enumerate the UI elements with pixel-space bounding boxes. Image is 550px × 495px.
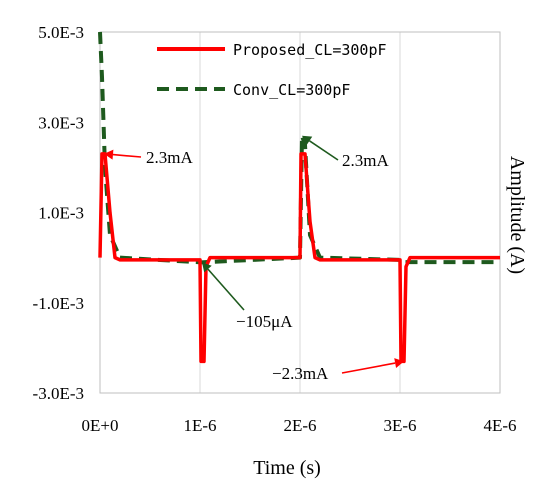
annotation-arrow-head [202,262,212,273]
x-tick-label: 0E+0 [82,416,119,435]
annotation-arrow-line [309,140,339,161]
annotation-peak-proposed: 2.3mA [146,148,193,167]
x-tick-label: 3E-6 [383,416,416,435]
x-tick-label: 1E-6 [183,416,216,435]
annotation-peak-conv: 2.3mA [342,151,389,170]
annotation-arrow-line [341,362,396,374]
annotation-arrow-line [112,153,142,158]
annotation-valley-proposed: −2.3mA [272,364,329,383]
y-tick-label: 1.0E-3 [38,204,84,223]
legend: Proposed_CL=300pF Conv_CL=300pF [157,41,387,99]
y-tick-label: -1.0E-3 [33,294,84,313]
annotation-undershoot-conv: −105μA [236,312,293,331]
annotations: 2.3mA 2.3mA −105μA −2.3mA [104,135,404,383]
x-tick-label: 4E-6 [483,416,516,435]
legend-label-proposed: Proposed_CL=300pF [233,41,387,59]
y-axis-title: Amplitude (A) [506,156,528,274]
x-axis-title: Time (s) [253,457,321,479]
legend-label-conv: Conv_CL=300pF [233,81,350,99]
annotation-arrow-head [302,135,313,145]
tick-labels: 0E+0 1E-6 2E-6 3E-6 4E-6 5.0E-3 3.0E-3 1.0E-3 -1… [33,23,517,435]
x-tick-label: 2E-6 [283,416,316,435]
y-tick-label: 5.0E-3 [38,23,84,42]
y-tick-label: -3.0E-3 [33,384,84,403]
y-tick-label: 3.0E-3 [38,113,84,132]
annotation-arrow-head [104,149,114,160]
annotation-arrow-line [207,268,245,311]
annotation-arrow-head [394,358,404,368]
